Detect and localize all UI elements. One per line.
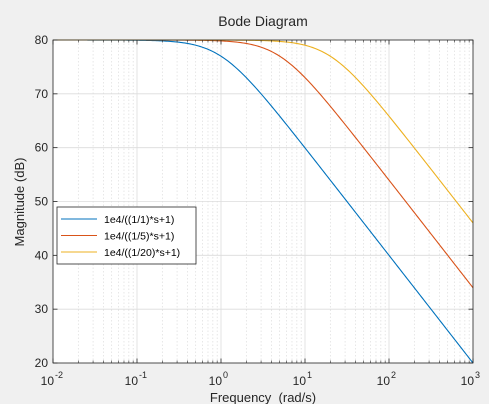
legend-label: 1e4/((1/20)*s+1) [104, 247, 180, 259]
x-tick-exponent: -2 [55, 370, 63, 380]
y-tick-label: 30 [35, 302, 49, 316]
x-tick-label: 10 3 [461, 370, 480, 388]
chart-title: Bode Diagram [218, 13, 308, 29]
x-tick-label: 10 1 [293, 370, 312, 388]
y-tick-label: 80 [35, 33, 49, 47]
y-tick-label: 60 [35, 141, 49, 155]
x-tick-base: 10 [41, 374, 55, 388]
y-axis-label: Magnitude (dB) [12, 158, 27, 247]
y-tick-label: 40 [35, 248, 49, 262]
x-tick-exponent: 3 [475, 370, 480, 380]
legend-item: 1e4/((1/20)*s+1) [61, 247, 180, 259]
x-tick-base: 10 [209, 374, 223, 388]
x-tick-exponent: 1 [307, 370, 312, 380]
legend-item: 1e4/((1/5)*s+1) [61, 231, 174, 243]
legend-label: 1e4/((1/1)*s+1) [104, 214, 174, 226]
x-tick-exponent: -1 [139, 370, 147, 380]
y-tick-labels: 20 30 40 50 60 70 80 [35, 33, 49, 370]
x-tick-labels: 10 -2 10 -1 10 0 10 1 10 2 10 3 [41, 370, 480, 388]
x-tick-label: 10 2 [377, 370, 396, 388]
legend-item: 1e4/((1/1)*s+1) [61, 214, 174, 226]
x-tick-label: 10 -2 [41, 370, 63, 388]
axis-ticks [52, 39, 474, 364]
x-tick-label: 10 0 [209, 370, 228, 388]
x-axis-label: Frequency (rad/s) [210, 390, 316, 404]
y-tick-label: 50 [35, 195, 49, 209]
x-tick-exponent: 0 [223, 370, 228, 380]
x-tick-base: 10 [461, 374, 475, 388]
x-tick-base: 10 [293, 374, 307, 388]
x-tick-base: 10 [125, 374, 139, 388]
legend-label: 1e4/((1/5)*s+1) [104, 231, 174, 243]
legend: 1e4/((1/1)*s+1) 1e4/((1/5)*s+1) 1e4/((1/20… [56, 206, 197, 265]
x-tick-base: 10 [377, 374, 391, 388]
y-tick-label: 70 [35, 87, 49, 101]
x-tick-exponent: 2 [391, 370, 396, 380]
y-tick-label: 20 [35, 356, 49, 370]
x-tick-label: 10 -1 [125, 370, 147, 388]
